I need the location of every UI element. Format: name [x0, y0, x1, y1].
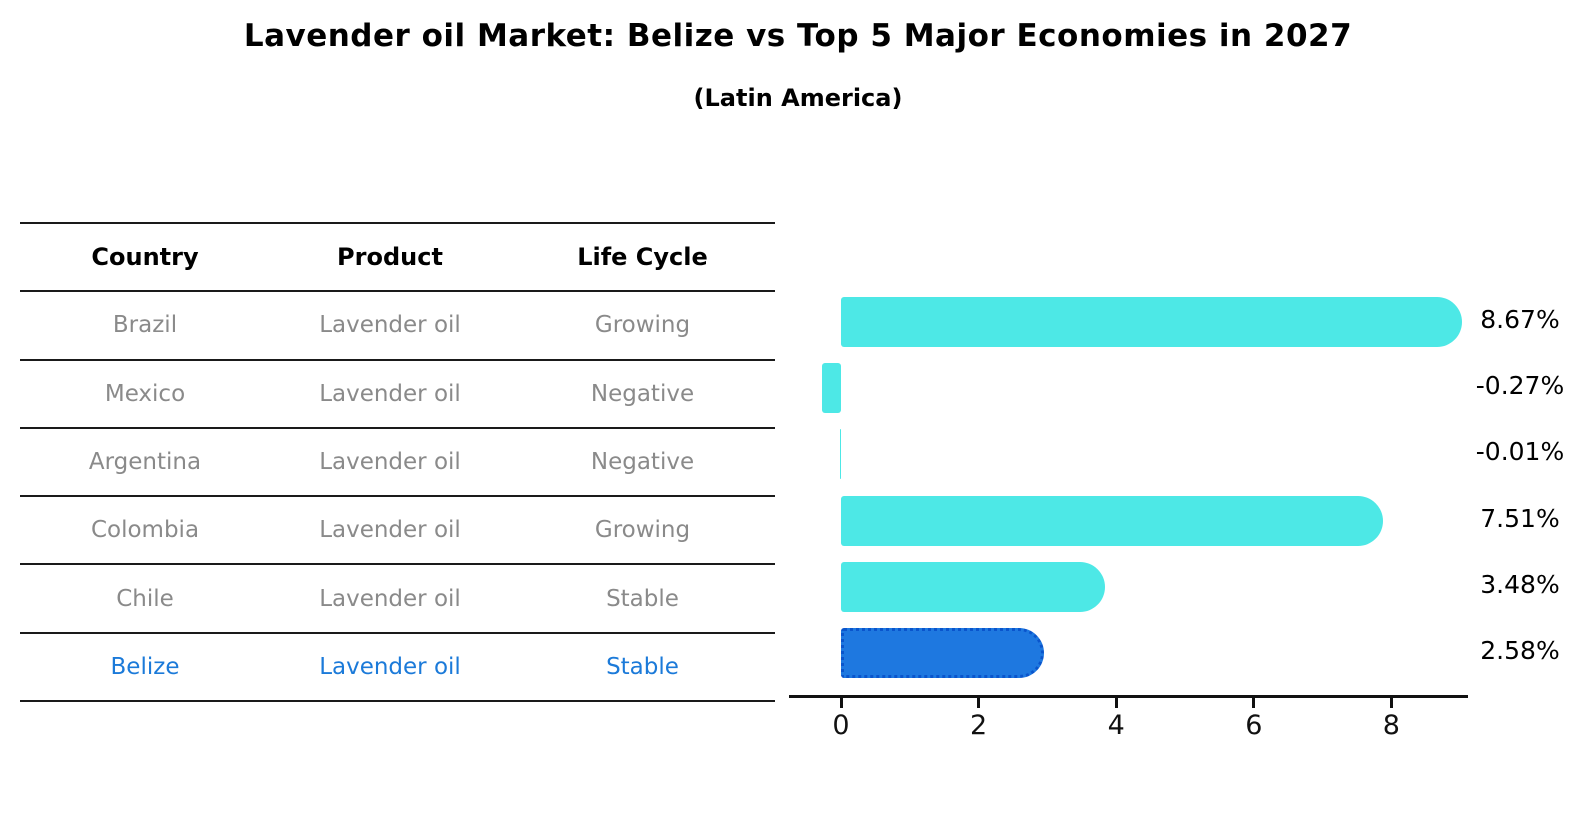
- cell-country: Mexico: [104, 380, 186, 407]
- cell-product: Lavender oil: [319, 517, 461, 544]
- x-axis-line: [789, 695, 1468, 698]
- bar-argentina: [840, 429, 841, 480]
- value-label-brazil: 8.67%: [1480, 305, 1560, 334]
- column-header-country: Country: [91, 243, 199, 272]
- value-label-colombia: 7.51%: [1480, 503, 1560, 533]
- country-info-table: Country Product Life Cycle Brazil Lavend…: [20, 222, 775, 703]
- cell-life-cycle: Growing: [594, 517, 691, 544]
- bar-colombia: [841, 495, 1383, 546]
- table-header-row: Country Product Life Cycle: [20, 222, 775, 290]
- cell-country: Colombia: [90, 517, 200, 544]
- x-axis-tick: [1252, 697, 1256, 708]
- value-label-belize: 2.58%: [1480, 636, 1560, 665]
- table-row: Mexico Lavender oil Negative: [20, 358, 775, 427]
- value-label-chile: 3.48%: [1480, 569, 1560, 599]
- column-header-product: Product: [337, 243, 443, 272]
- x-axis-tick-label: 4: [1107, 710, 1125, 741]
- x-axis-tick: [1389, 697, 1393, 708]
- x-axis-tick-label: 8: [1382, 710, 1400, 741]
- cell-product: Lavender oil: [319, 380, 461, 407]
- bar-belize: [841, 628, 1044, 678]
- value-label-argentina: -0.01%: [1475, 437, 1565, 467]
- cell-life-cycle: Negative: [590, 380, 695, 407]
- chart-subtitle: (Latin America): [693, 84, 903, 112]
- bar-mexico: [822, 363, 841, 414]
- cell-product: Lavender oil: [319, 585, 461, 612]
- cell-product: Lavender oil: [319, 653, 461, 680]
- cell-country: Belize: [110, 653, 180, 680]
- cell-life-cycle: Negative: [590, 449, 695, 476]
- chart-title: Lavender oil Market: Belize vs Top 5 Maj…: [243, 18, 1353, 54]
- bar-chile: [841, 561, 1106, 612]
- cell-country: Brazil: [112, 312, 178, 339]
- x-axis-tick: [839, 697, 843, 708]
- table-row: Brazil Lavender oil Growing: [20, 290, 775, 358]
- bar-brazil: [841, 297, 1463, 347]
- x-axis-tick-label: 0: [832, 710, 850, 741]
- x-axis-tick: [977, 697, 981, 708]
- table-row: Chile Lavender oil Stable: [20, 563, 775, 631]
- column-header-life-cycle: Life Cycle: [577, 243, 708, 272]
- table-row: Colombia Lavender oil Growing: [20, 495, 775, 563]
- x-axis-tick-label: 2: [970, 710, 988, 741]
- cell-life-cycle: Stable: [606, 653, 679, 680]
- x-axis-tick: [1114, 697, 1118, 708]
- table-row: Argentina Lavender oil Negative: [20, 426, 775, 495]
- cell-product: Lavender oil: [319, 449, 461, 476]
- cell-country: Chile: [116, 585, 174, 612]
- table-row-belize: Belize Lavender oil Stable: [20, 631, 775, 700]
- cell-life-cycle: Growing: [594, 312, 691, 339]
- value-label-mexico: -0.27%: [1475, 371, 1565, 401]
- cell-product: Lavender oil: [319, 312, 461, 339]
- cell-life-cycle: Stable: [606, 585, 679, 612]
- x-axis-tick-label: 6: [1245, 710, 1263, 741]
- cell-country: Argentina: [88, 449, 202, 476]
